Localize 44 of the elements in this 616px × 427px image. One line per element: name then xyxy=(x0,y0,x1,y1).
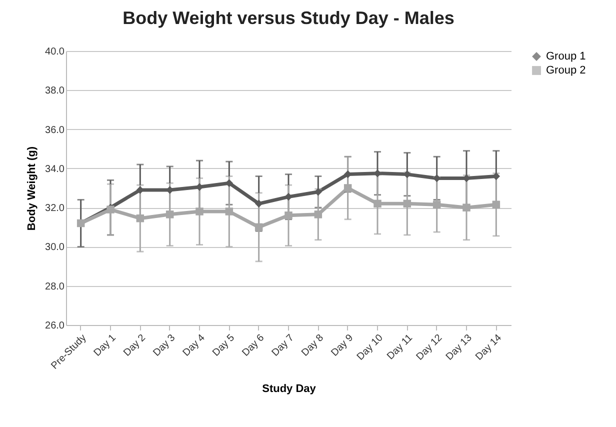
x-tick-label: Day 1 xyxy=(92,332,119,359)
point xyxy=(492,200,500,209)
x-tick-label: Day 14 xyxy=(474,332,504,363)
point xyxy=(196,208,204,216)
point xyxy=(166,210,174,218)
x-axis-title: Study Day xyxy=(262,383,317,396)
y-tick-label: 38.0 xyxy=(45,86,65,97)
legend-label: Group 1 xyxy=(546,50,586,62)
point xyxy=(225,208,234,216)
point xyxy=(403,200,412,208)
x-tick-label: Day 13 xyxy=(444,332,475,363)
point xyxy=(432,174,441,182)
point xyxy=(374,200,382,208)
x-tick-label: Day 7 xyxy=(270,332,297,359)
y-tick-label: 40.0 xyxy=(45,46,65,58)
x-tick-label: Day 10 xyxy=(355,332,386,363)
x-tick-label: Day 4 xyxy=(181,332,208,359)
point xyxy=(344,184,352,192)
chart-title: Body Weight versus Study Day - Males xyxy=(122,8,454,28)
legend-label: Group 2 xyxy=(546,64,586,76)
point xyxy=(254,223,263,232)
x-tick-label: Day 5 xyxy=(210,332,238,359)
x-tick-label: Day 9 xyxy=(329,332,356,359)
y-tick-label: 36.0 xyxy=(45,124,65,136)
x-tick-label: Day 2 xyxy=(122,332,148,359)
y-tick-label: 26.0 xyxy=(45,320,65,332)
y-tick-label: 28.0 xyxy=(45,281,65,292)
point xyxy=(136,214,144,222)
point xyxy=(462,204,470,212)
point xyxy=(314,210,322,218)
x-tick-label: Day 3 xyxy=(151,332,178,359)
x-tick-label: Day 12 xyxy=(414,332,445,363)
point xyxy=(254,200,263,208)
x-tick-label: Day 6 xyxy=(240,332,267,359)
y-axis-title: Body Weight (g) xyxy=(26,146,38,231)
point xyxy=(432,200,441,209)
point xyxy=(284,212,292,220)
y-tick-label: 30.0 xyxy=(45,242,65,254)
x-tick-label: Day 11 xyxy=(385,332,416,362)
x-tick-label: Day 8 xyxy=(300,332,326,359)
y-tick-label: 34.0 xyxy=(45,164,65,175)
y-tick-label: 32.0 xyxy=(45,203,65,214)
point xyxy=(374,169,382,178)
point xyxy=(314,188,322,196)
